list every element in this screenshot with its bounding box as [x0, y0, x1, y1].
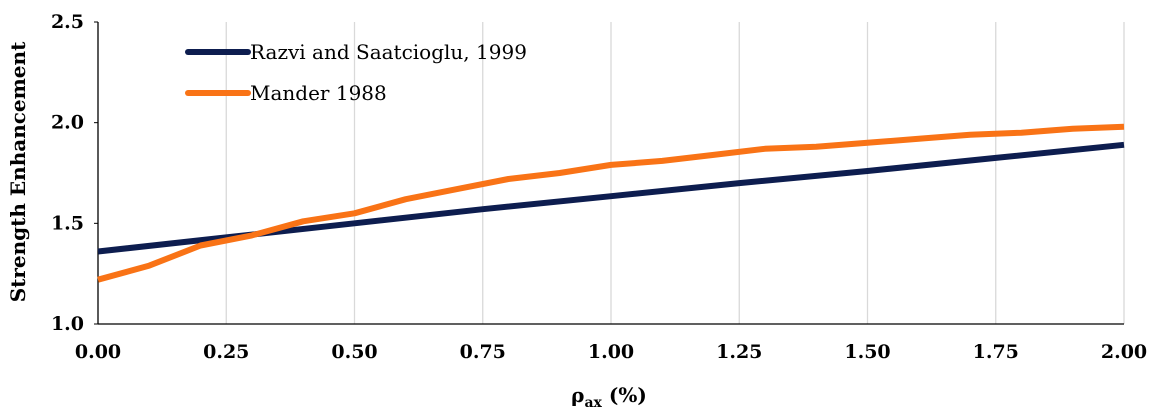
y-tick-label: 2.5 — [51, 11, 84, 33]
y-tick-label: 1.5 — [51, 212, 84, 234]
legend: Razvi and Saatcioglu, 1999 Mander 1988 — [185, 40, 527, 105]
x-tick-label: 1.50 — [844, 341, 890, 363]
series-lines — [97, 123, 1125, 283]
x-tick-label: 0.50 — [331, 341, 377, 363]
x-axis-title-symbol: ρ — [571, 383, 584, 407]
x-tick-label: 0.00 — [75, 341, 121, 363]
x-tick-labels: 0.00 0.25 0.50 0.75 1.00 1.25 1.50 1.75 2.00 — [75, 341, 1147, 363]
series-line — [97, 123, 1125, 283]
x-tick-label: 2.00 — [1101, 341, 1147, 363]
axes — [94, 21, 1124, 325]
x-axis-title: ρax (%) — [571, 383, 647, 409]
x-axis-title-unit: (%) — [602, 383, 647, 407]
y-tick-label: 2.0 — [51, 112, 84, 134]
x-tick-label: 1.25 — [716, 341, 762, 363]
y-tick-label: 1.0 — [51, 313, 84, 335]
legend-label: Razvi and Saatcioglu, 1999 — [250, 40, 527, 64]
legend-label: Mander 1988 — [250, 81, 387, 105]
vertical-gridlines — [225, 22, 1125, 324]
x-tick-label: 0.25 — [203, 341, 249, 363]
legend-item: Razvi and Saatcioglu, 1999 — [185, 40, 527, 64]
x-tick-label: 1.00 — [588, 341, 634, 363]
y-tick-labels: 1.0 1.5 2.0 2.5 — [51, 11, 84, 335]
x-tick-label: 1.75 — [973, 341, 1019, 363]
y-axis-title: Strength Enhancement — [6, 41, 30, 302]
x-tick-label: 0.75 — [460, 341, 506, 363]
x-axis-title-subscript: ax — [584, 395, 602, 409]
legend-item: Mander 1988 — [185, 81, 387, 105]
